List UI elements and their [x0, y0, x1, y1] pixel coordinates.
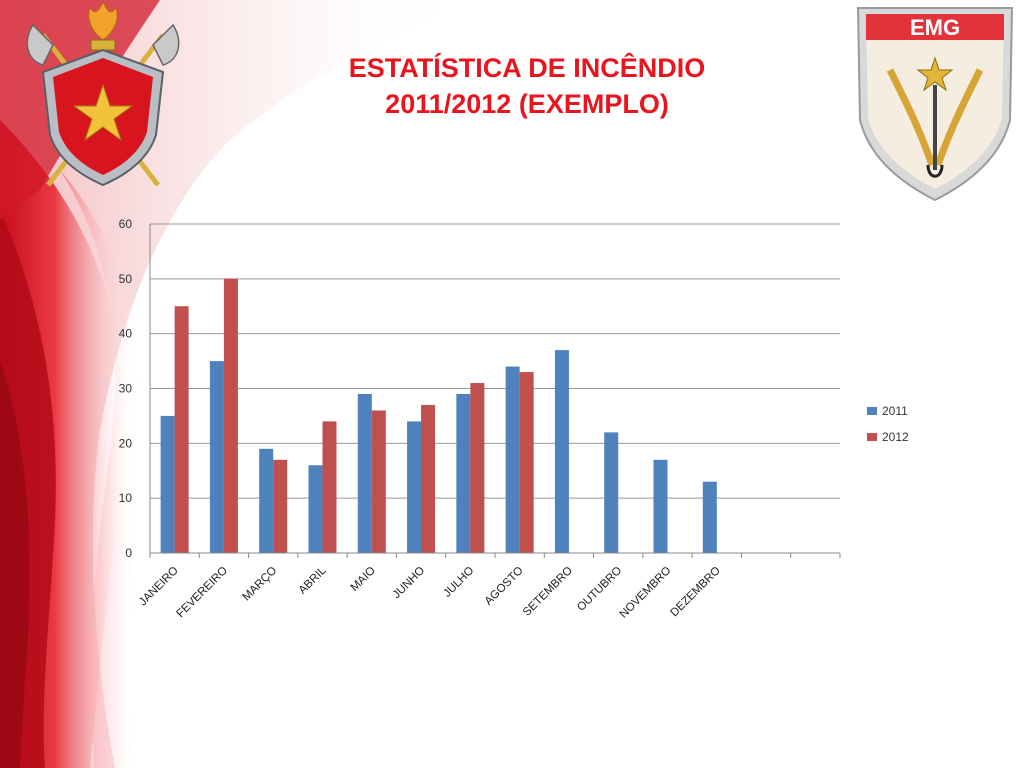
x-category-label: AGOSTO — [483, 565, 526, 608]
y-tick-label: 30 — [119, 382, 133, 396]
emg-logo-text: EMG — [910, 15, 960, 40]
bar-2011-janeiro — [160, 415, 175, 553]
bar-2012-junho — [421, 404, 436, 553]
slide-title-line1: ESTATÍSTICA DE INCÊNDIO — [348, 53, 706, 83]
legend-label-2011: 2011 — [882, 404, 908, 418]
legend-swatch-2012 — [867, 433, 877, 441]
x-category-label: MAIO — [349, 565, 378, 594]
x-axis — [149, 224, 841, 558]
legend-label-2012: 2012 — [882, 430, 909, 444]
emg-shield-icon: EMG — [856, 7, 1014, 202]
bar-2011-maio — [357, 393, 372, 553]
y-tick-label: 60 — [119, 217, 133, 231]
slide-title-line2: 2011/2012 (EXEMPLO) — [385, 89, 669, 119]
bar-2011-junho — [407, 421, 422, 553]
y-tick-label: 40 — [119, 327, 133, 341]
bar-2011-outubro — [604, 432, 619, 553]
legend-swatch-2011 — [867, 407, 877, 415]
bar-2012-julho — [470, 383, 485, 553]
bar-2011-abril — [308, 465, 323, 553]
bar-2011-setembro — [554, 350, 569, 553]
x-category-label: JULHO — [441, 565, 476, 600]
x-category-label: SETEMBRO — [521, 565, 575, 619]
y-tick-label: 10 — [119, 491, 133, 505]
chart-legend: 2011 2012 — [867, 404, 909, 444]
bar-2011-agosto — [505, 366, 520, 553]
x-category-label: FEVEREIRO — [175, 565, 231, 621]
bar-2011-julho — [456, 393, 471, 553]
y-axis-tick-labels: 0 10 20 30 40 50 60 — [119, 217, 133, 560]
x-category-label: OUTUBRO — [575, 565, 624, 614]
x-category-label: DEZEMBRO — [668, 565, 723, 620]
bar-2012-janeiro — [174, 306, 189, 553]
bar-2012-agosto — [519, 372, 534, 553]
bar-2011-novembro — [653, 459, 668, 553]
y-tick-label: 0 — [125, 546, 132, 560]
bar-2012-março — [273, 459, 288, 553]
x-category-label: MARÇO — [241, 565, 280, 604]
gridlines — [150, 223, 840, 554]
bar-2011-fevereiro — [209, 361, 224, 553]
bar-2011-dezembro — [702, 481, 717, 553]
x-category-label: JANEIRO — [137, 565, 181, 609]
bar-2012-fevereiro — [223, 278, 238, 553]
x-category-label: ABRIL — [297, 564, 329, 596]
bar-2012-maio — [371, 410, 386, 553]
slide-title: ESTATÍSTICA DE INCÊNDIO 2011/2012 (EXEMP… — [262, 50, 792, 122]
bar-2011-março — [259, 448, 274, 553]
x-category-label: JUNHO — [391, 565, 428, 602]
y-tick-label: 20 — [119, 436, 133, 450]
firefighter-coat-of-arms-icon — [26, 0, 180, 187]
bars — [160, 278, 717, 553]
x-category-label: NOVEMBRO — [618, 565, 674, 621]
bar-2012-abril — [322, 421, 337, 553]
y-tick-label: 50 — [119, 272, 133, 286]
